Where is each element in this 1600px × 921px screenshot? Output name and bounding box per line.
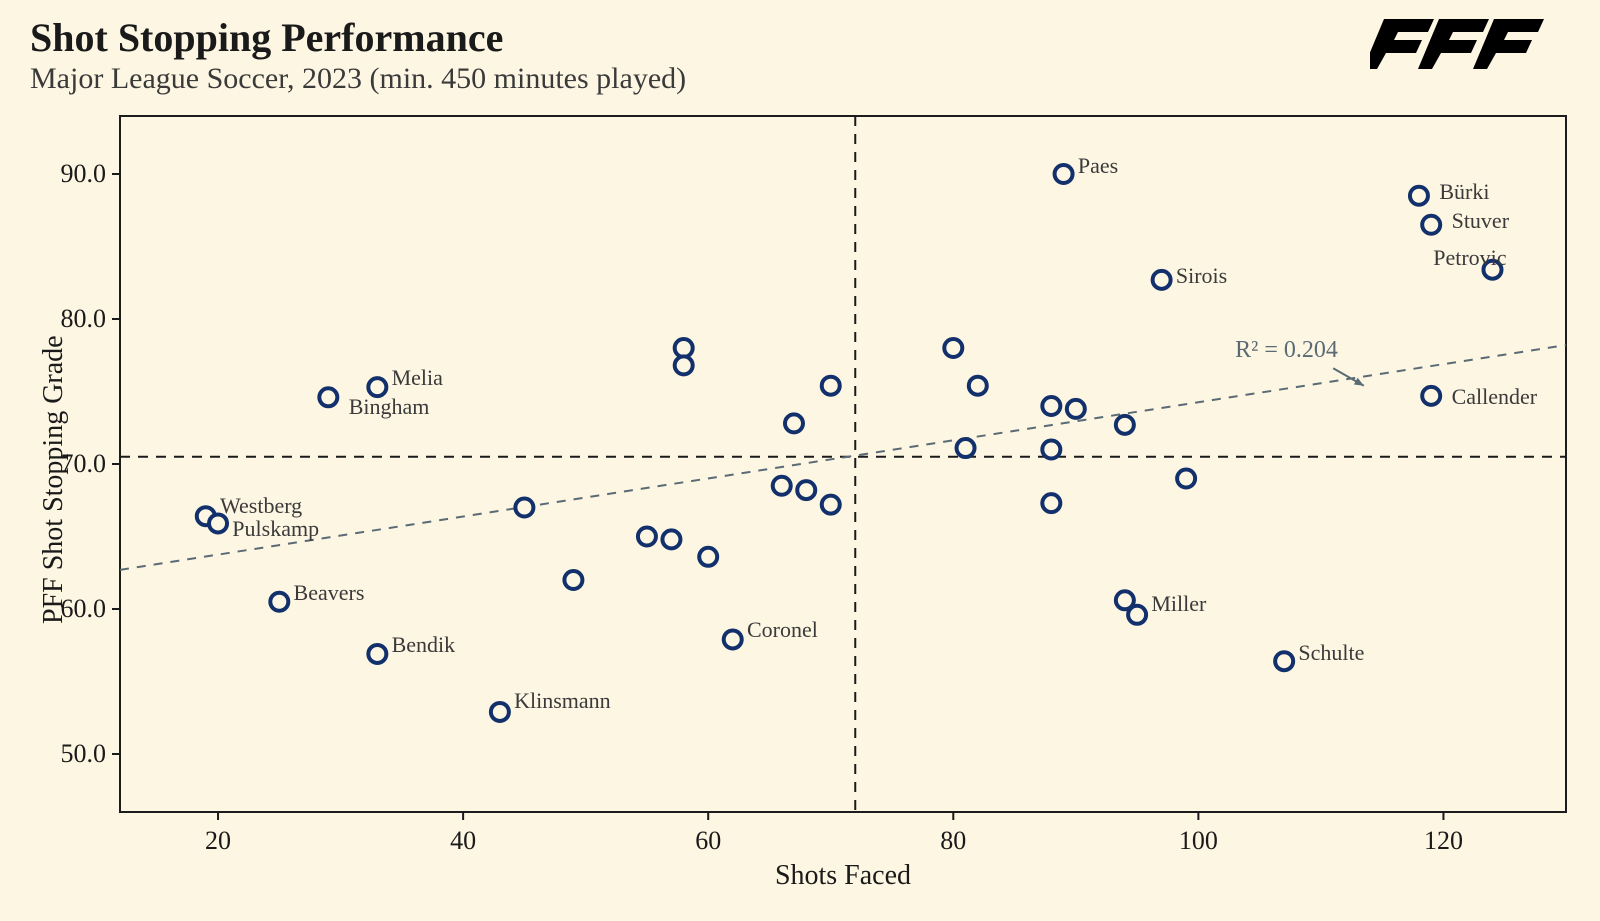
y-tick: 90.0 [46,159,106,189]
y-tick: 60.0 [46,594,106,624]
scatter-chart [0,0,1600,921]
point-label: Coronel [747,617,818,643]
x-tick: 60 [695,826,721,856]
y-tick: 70.0 [46,449,106,479]
x-tick: 100 [1179,826,1218,856]
x-tick: 120 [1424,826,1463,856]
point-label: Pulskamp [232,516,319,542]
point-label: Sirois [1176,263,1227,289]
point-label: Bingham [349,394,430,420]
x-tick: 20 [205,826,231,856]
y-tick: 50.0 [46,739,106,769]
point-label: Bürki [1439,179,1489,205]
x-tick: 80 [940,826,966,856]
point-label: Bendik [392,632,456,658]
point-label: Schulte [1298,640,1364,666]
x-tick: 40 [450,826,476,856]
point-label: Westberg [220,493,302,519]
point-label: Callender [1452,384,1538,410]
point-label: Klinsmann [514,688,611,714]
point-label: Melia [392,365,443,391]
point-label: Beavers [294,580,365,606]
point-label: Petrovic [1433,245,1506,271]
point-label: Miller [1151,591,1206,617]
point-label: Paes [1078,153,1118,179]
r-squared-annotation: R² = 0.204 [1235,337,1338,364]
y-tick: 80.0 [46,304,106,334]
y-axis-label: PFF Shot Stopping Grade [38,335,70,624]
x-axis-label: Shots Faced [743,860,943,892]
chart-page: Shot Stopping Performance Major League S… [0,0,1600,921]
point-label: Stuver [1452,208,1509,234]
